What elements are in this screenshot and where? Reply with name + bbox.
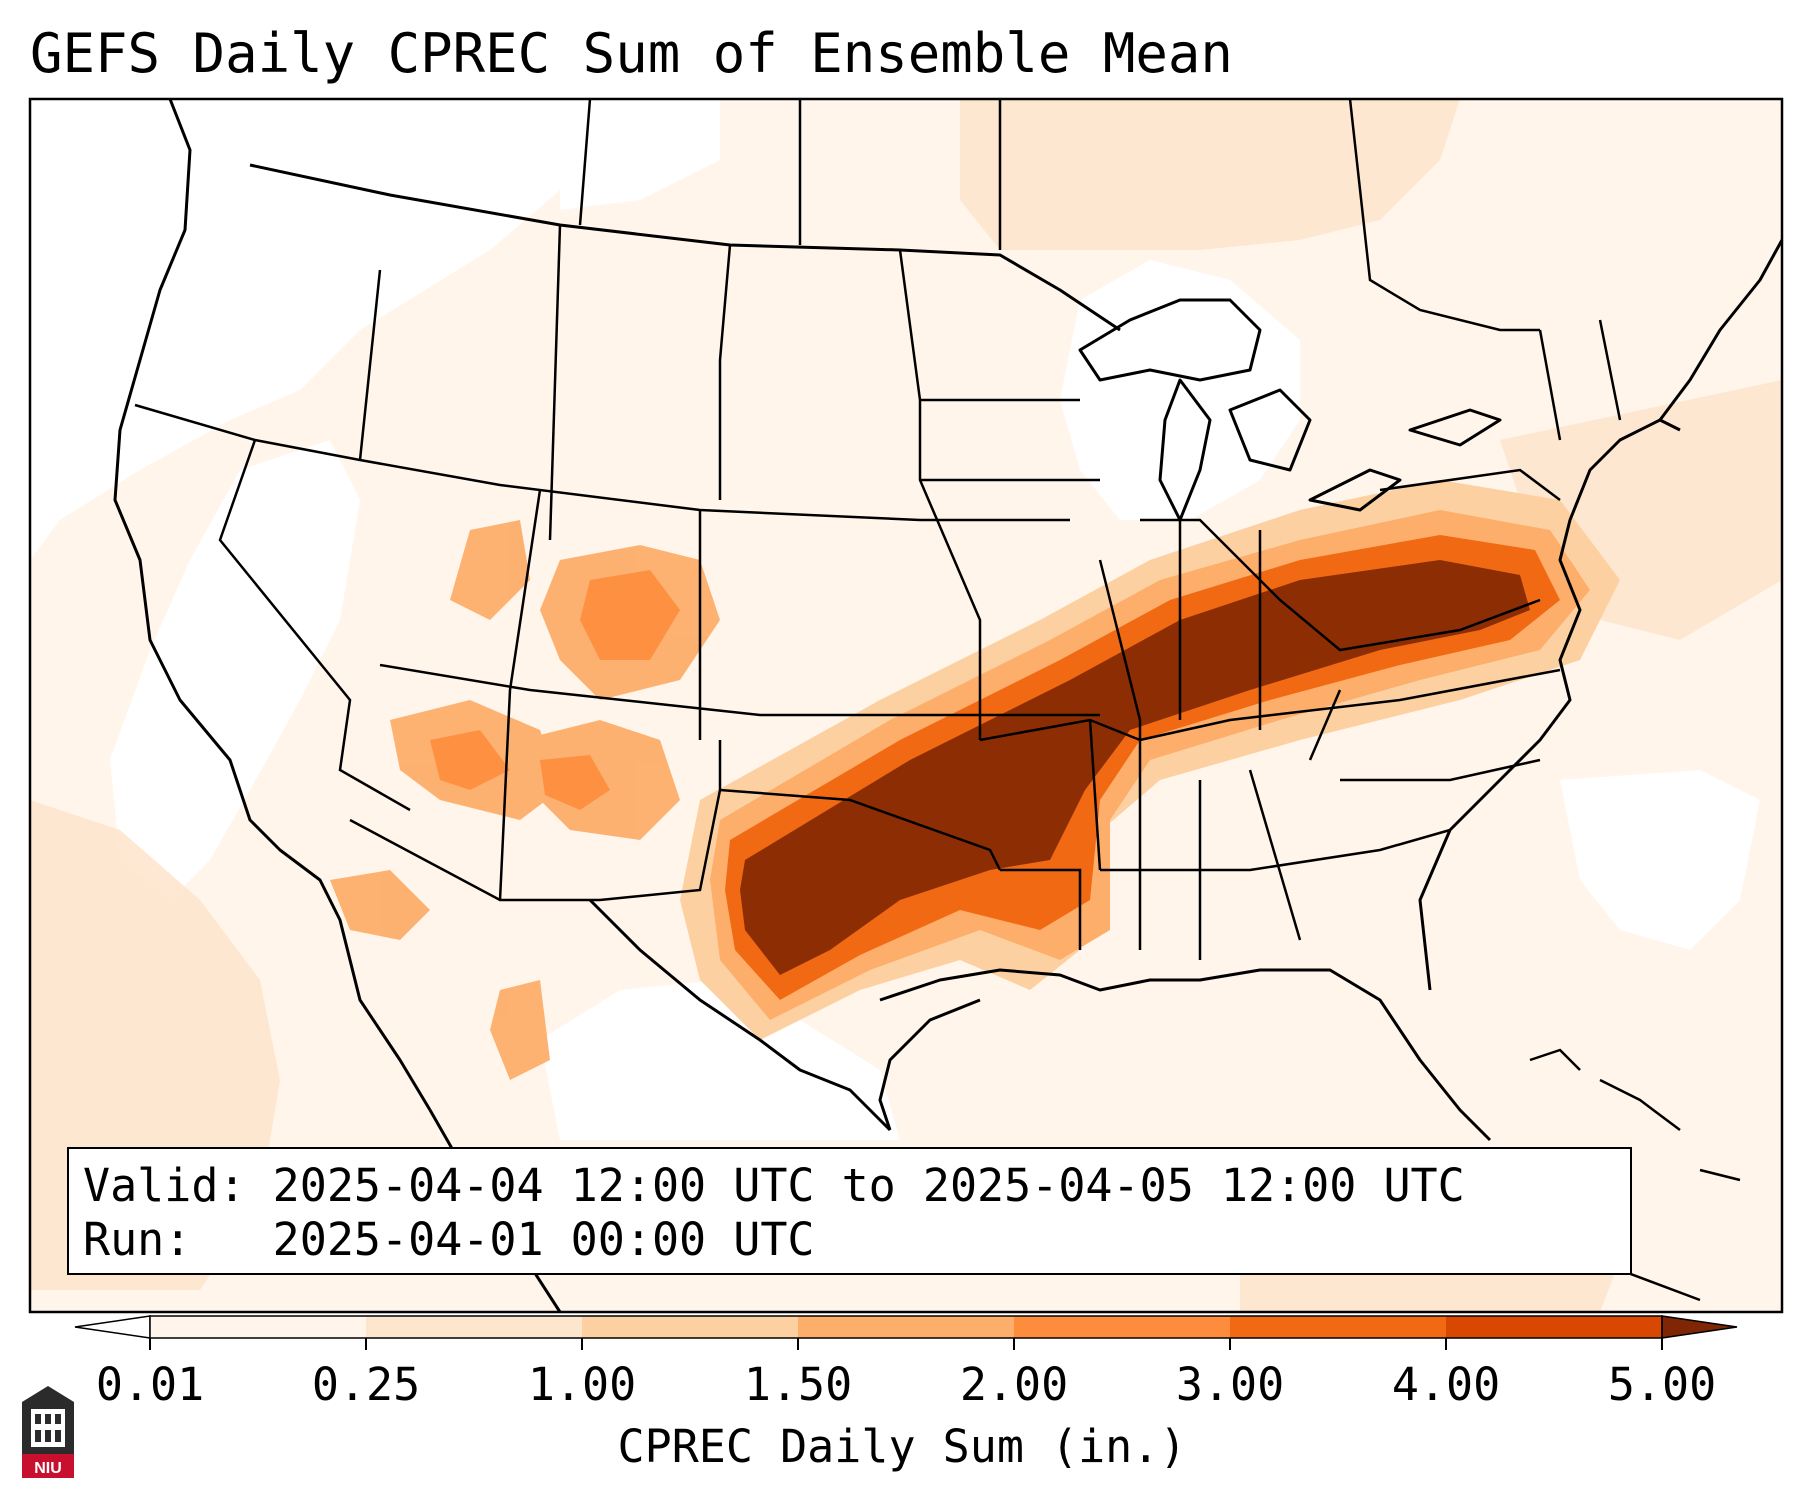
- page-title: GEFS Daily CPREC Sum of Ensemble Mean: [30, 22, 1233, 85]
- valid-value: 2025-04-04 12:00 UTC to 2025-04-05 12:00…: [272, 1159, 1465, 1212]
- colorbar-tick-label-6: 4.00: [1391, 1358, 1501, 1411]
- colorbar-segment-5: [1230, 1316, 1447, 1338]
- colorbar-label: CPREC Daily Sum (in.): [617, 1420, 1187, 1473]
- run-value: 2025-04-01 00:00 UTC: [272, 1213, 815, 1266]
- colorbar-tick-label-2: 1.00: [527, 1358, 637, 1411]
- colorbar-segment-3: [798, 1316, 1015, 1338]
- colorbar-segment-2: [582, 1316, 799, 1338]
- colorbar-segment-6: [1446, 1316, 1663, 1338]
- colorbar-segment-0: [150, 1316, 367, 1338]
- no-precip-areas: [30, 99, 1760, 1140]
- valid-label: Valid:: [83, 1159, 246, 1212]
- colorbar-tick-label-4: 2.00: [959, 1358, 1069, 1411]
- valid-line: Valid: 2025-04-04 12:00 UTC to 2025-04-0…: [83, 1159, 1465, 1212]
- colorbar-tick-label-7: 5.00: [1607, 1358, 1717, 1411]
- run-line: Run: 2025-04-01 00:00 UTC: [83, 1213, 815, 1266]
- colorbar-outline: [149, 1315, 1663, 1339]
- colorbar-segment-1: [366, 1316, 583, 1338]
- valid-run-info-box: Valid: 2025-04-04 12:00 UTC to 2025-04-0…: [67, 1147, 1632, 1275]
- colorbar-tick-label-0: 0.01: [95, 1358, 205, 1411]
- niu-logo: NIU: [22, 1386, 74, 1478]
- boundaries: [113, 98, 1784, 1313]
- colorbar-over-extend: [1661, 1315, 1738, 1339]
- run-label: Run:: [83, 1213, 192, 1266]
- colorbar-tick-label-5: 3.00: [1175, 1358, 1285, 1411]
- colorbar-under-extend: [74, 1315, 151, 1339]
- colorbar-segment-4: [1014, 1316, 1231, 1338]
- southwest-showers: [330, 520, 720, 1080]
- band-core: [740, 560, 1530, 975]
- niu-logo-text: NIU: [34, 1460, 62, 1477]
- colorbar-tick-label-1: 0.25: [311, 1358, 421, 1411]
- map-frame: [28, 97, 1784, 1314]
- state-lines: [134, 98, 1622, 960]
- southwest-showers-core: [430, 570, 680, 810]
- colorbar-tick-label-3: 1.50: [743, 1358, 853, 1411]
